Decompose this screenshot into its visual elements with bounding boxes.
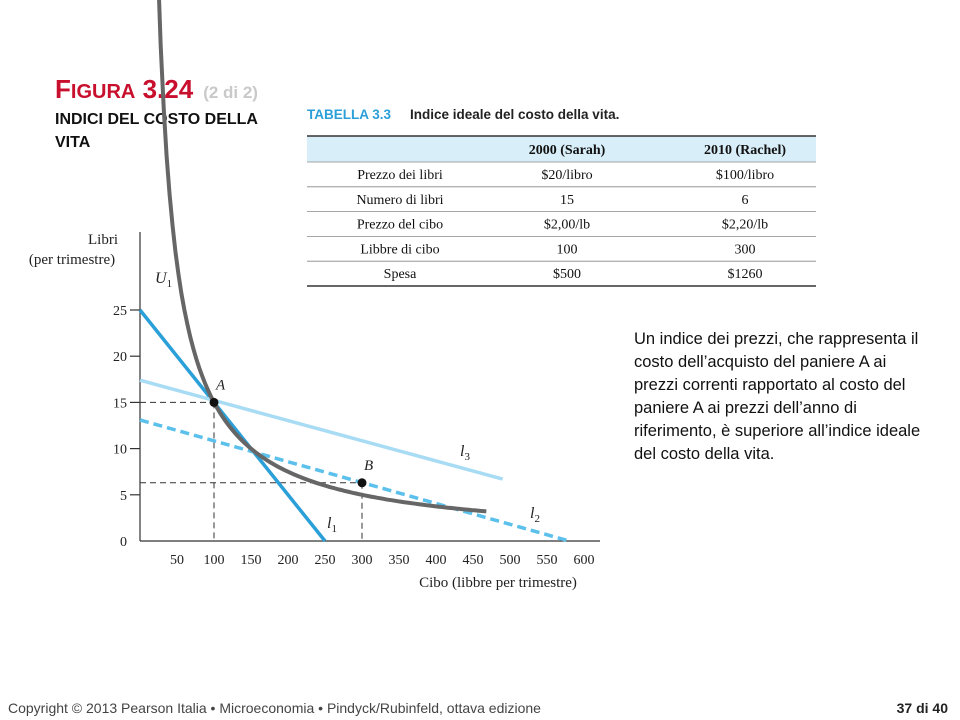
table-cell: $1260 (728, 267, 763, 282)
y-tick-label: 10 (113, 443, 127, 458)
series-label-l3: l3 (460, 443, 470, 463)
table-header-bg (307, 136, 816, 162)
series-line-l1 (138, 308, 327, 543)
y-tick-label: 20 (113, 350, 127, 365)
page-number: 37 di 40 (896, 700, 948, 716)
table-title: Indice ideale del costo della vita. (410, 107, 619, 122)
y-tick-label: 5 (120, 489, 127, 504)
x-axis-label: Cibo (libbre per trimestre) (419, 575, 577, 591)
point-label-A: A (215, 377, 226, 393)
series-label-U1: U1 (155, 270, 172, 290)
x-tick-label: 500 (500, 553, 521, 568)
figure-subtitle: INDICI DEL COSTO DELLA VITA (55, 111, 258, 151)
figure-title: FIGURA 3.24 (2 di 2) (55, 74, 258, 105)
table-cell: 100 (557, 242, 578, 257)
series-label-l1: l1 (327, 515, 337, 535)
x-tick-label: 200 (278, 553, 299, 568)
x-tick-label: 100 (204, 553, 225, 568)
explanation-text: Un indice dei prezzi, che rappresenta il… (634, 330, 921, 463)
table-cell: 6 (742, 193, 749, 208)
series-line-l3 (139, 378, 504, 481)
figure-part: (2 di 2) (203, 83, 258, 102)
guide-lines (140, 401, 363, 541)
x-tick-label: 600 (574, 553, 595, 568)
table-cell: 300 (735, 242, 756, 257)
chart: 0 5 10 15 20 25 50 100 150 200 250 300 350 400 450 500 5… (29, 0, 600, 591)
x-tick-label: 300 (352, 553, 373, 568)
figure-title-rest: IGURA (70, 81, 136, 103)
point-B (357, 478, 367, 488)
x-tick-label: 450 (463, 553, 484, 568)
axis-ticks: 0 5 10 15 20 25 50 100 150 200 250 300 350 400 450 500 5… (113, 304, 595, 568)
table-cell: Prezzo dei libri (357, 168, 443, 183)
figure-title-initial: F (55, 74, 71, 104)
series-label-l2: l2 (530, 505, 540, 525)
y-axis-label-line2: (per trimestre) (29, 252, 115, 268)
table-body: 2000 (Sarah) 2010 (Rachel) Prezzo dei libr… (307, 143, 816, 282)
x-tick-label: 50 (170, 553, 184, 568)
table-cell: Prezzo del cibo (357, 218, 443, 233)
data-table: TABELLA 3.3 Indice ideale del costo dell… (307, 107, 816, 287)
table-cell: 15 (560, 193, 574, 208)
table-cell: $100/libro (716, 168, 774, 183)
table-header-cell: 2000 (Sarah) (529, 143, 606, 158)
x-tick-label: 350 (389, 553, 410, 568)
table-cell: $500 (553, 267, 581, 282)
table-header-cell: 2010 (Rachel) (704, 143, 786, 158)
x-tick-label: 250 (315, 553, 336, 568)
table-cell: Spesa (384, 267, 417, 282)
x-tick-label: 550 (537, 553, 558, 568)
series-line-l2 (139, 418, 570, 543)
table-cell: Libbre di cibo (360, 242, 439, 257)
points-layer: AB (209, 377, 373, 488)
figure-number: 3.24 (142, 74, 194, 104)
y-tick-label: 25 (113, 304, 127, 319)
y-tick-label: 15 (113, 396, 127, 411)
table-label: TABELLA 3.3 (307, 107, 391, 122)
y-tick-label: 0 (120, 535, 127, 550)
series-layer: l1 l2 l3 U1 (138, 0, 570, 543)
table-cell: $2,00/lb (544, 218, 590, 233)
footer-copyright: Copyright © 2013 Pearson Italia • Microe… (8, 700, 541, 716)
x-tick-label: 150 (241, 553, 262, 568)
table-cell: Numero di libri (356, 193, 443, 208)
point-A (209, 397, 219, 407)
table-cell: $2,20/lb (722, 218, 768, 233)
point-label-B: B (364, 458, 373, 474)
y-axis-label-line1: Libri (88, 232, 118, 248)
x-tick-label: 400 (426, 553, 447, 568)
table-cell: $20/libro (541, 168, 592, 183)
